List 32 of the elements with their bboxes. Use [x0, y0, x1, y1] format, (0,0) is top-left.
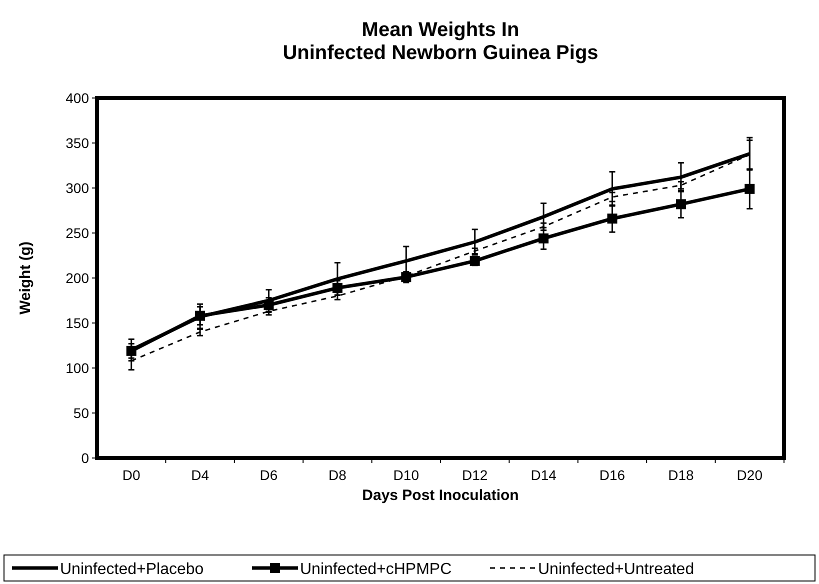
x-tick-label: D20 — [736, 467, 763, 483]
x-tick-label: D14 — [530, 467, 557, 483]
x-tick-label: D18 — [668, 467, 694, 483]
x-axis-title: Days Post Inoculation — [362, 487, 519, 504]
chart-title: Mean Weights In Uninfected Newborn Guinea Pigs — [282, 19, 598, 64]
point — [538, 233, 549, 244]
point — [676, 199, 686, 210]
y-tick-label: 150 — [66, 315, 90, 331]
legend-label: Uninfected+Placebo — [60, 561, 204, 578]
x-tick-label: D0 — [122, 467, 141, 483]
point — [607, 214, 618, 224]
y-tick-label: 50 — [73, 405, 90, 421]
x-tick-label: D4 — [191, 467, 210, 483]
y-tick-label: 400 — [66, 90, 90, 106]
y-tick-label: 300 — [66, 180, 90, 196]
x-tick-label: D16 — [599, 467, 626, 483]
y-axis-title: Weight (g) — [17, 241, 34, 315]
x-tick-label: D8 — [328, 467, 347, 483]
legend-label: Uninfected+cHPMPC — [300, 561, 452, 578]
y-tick-label: 100 — [66, 360, 90, 376]
point — [264, 300, 274, 310]
y-tick-label: 0 — [81, 450, 90, 466]
legend-label: Uninfected+Untreated — [538, 561, 694, 578]
x-tick-label: D12 — [462, 467, 488, 483]
x-tick-label: D6 — [260, 467, 278, 483]
y-tick-label: 200 — [66, 270, 90, 286]
y-tick-label: 350 — [66, 135, 90, 151]
y-tick-label: 250 — [66, 225, 90, 241]
x-tick-label: D10 — [393, 467, 420, 483]
point — [126, 346, 136, 356]
point — [195, 310, 206, 321]
point — [744, 184, 755, 194]
